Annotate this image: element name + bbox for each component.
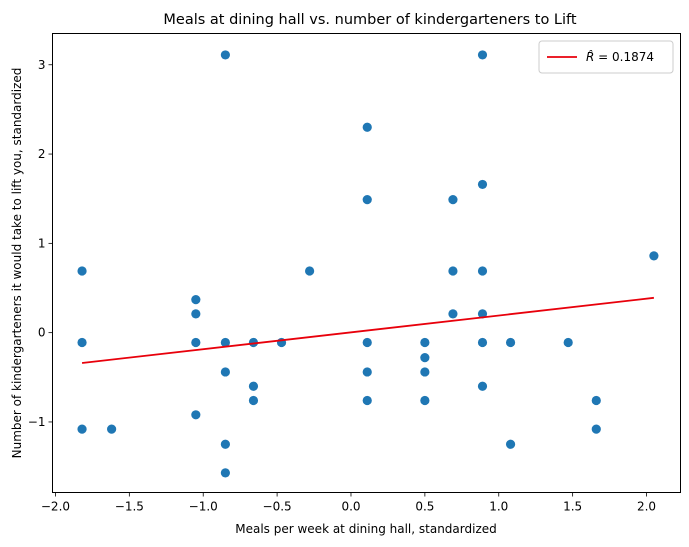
data-point: [477, 50, 488, 60]
data-point: [477, 337, 488, 348]
x-tick-label: 0.5: [415, 500, 434, 514]
data-point: [77, 337, 87, 348]
x-tick-label: 0.0: [341, 500, 360, 514]
x-tick-label: −1.5: [115, 500, 144, 514]
legend-label: R̂ = 0.1874: [586, 50, 654, 64]
legend-box: [538, 40, 674, 74]
data-point: [448, 309, 458, 319]
data-point: [191, 410, 201, 420]
plot-frame: [52, 33, 681, 493]
data-point: [649, 251, 659, 261]
data-point: [220, 468, 230, 478]
y-axis: −1 0 1 2 3: [28, 58, 53, 429]
y-axis-label: Number of kindergarteners it would take …: [10, 68, 24, 459]
y-tick-label: 3: [38, 58, 46, 72]
data-point: [591, 395, 601, 406]
data-point: [191, 309, 201, 319]
y-tick-label: 0: [38, 326, 46, 340]
data-point: [248, 381, 259, 391]
chart-title: Meals at dining hall vs. number of kinde…: [163, 12, 576, 28]
data-point: [477, 266, 488, 276]
data-point: [191, 295, 201, 305]
regression-line: [81, 296, 655, 364]
data-point: [591, 424, 601, 434]
data-point: [505, 337, 516, 348]
x-tick-label: 2.0: [637, 500, 656, 514]
data-point: [362, 395, 372, 406]
x-axis: −2.0 −1.5 −1.0 −0.5 0.0 0.5 1.0 1.5 2.0: [41, 492, 656, 514]
y-tick-label: 1: [38, 236, 46, 250]
data-point: [420, 337, 430, 348]
data-point: [220, 367, 230, 377]
legend: R̂ = 0.1874: [538, 40, 674, 74]
data-point: [448, 194, 458, 205]
data-point: [77, 424, 87, 434]
data-point: [248, 395, 259, 406]
data-point: [362, 337, 372, 348]
data-point: [420, 395, 430, 406]
legend-label-prefix: R̂ =: [586, 50, 612, 64]
plot-area: [77, 50, 659, 478]
data-point: [477, 381, 488, 391]
legend-r-value: 0.1874: [612, 50, 654, 64]
data-point: [362, 194, 372, 205]
data-point: [563, 337, 573, 348]
data-point: [420, 353, 430, 363]
x-tick-label: −1.0: [189, 500, 218, 514]
data-point: [505, 439, 516, 449]
data-point: [107, 424, 117, 434]
data-point: [420, 367, 430, 377]
data-point: [220, 439, 230, 449]
data-point: [77, 266, 87, 276]
data-point: [220, 337, 230, 348]
data-point: [448, 266, 458, 276]
data-point: [191, 337, 201, 348]
y-tick-label: −1: [28, 415, 46, 429]
x-axis-label: Meals per week at dining hall, standardi…: [235, 522, 497, 536]
data-point: [362, 367, 372, 377]
x-tick-label: −0.5: [263, 500, 292, 514]
data-point: [305, 266, 315, 276]
y-tick-label: 2: [38, 147, 46, 161]
x-tick-label: 1.0: [489, 500, 508, 514]
data-point: [362, 122, 372, 132]
x-tick-label: 1.5: [563, 500, 582, 514]
x-tick-label: −2.0: [41, 500, 70, 514]
data-point: [220, 50, 230, 60]
data-point: [477, 179, 488, 190]
data-point: [248, 337, 259, 348]
